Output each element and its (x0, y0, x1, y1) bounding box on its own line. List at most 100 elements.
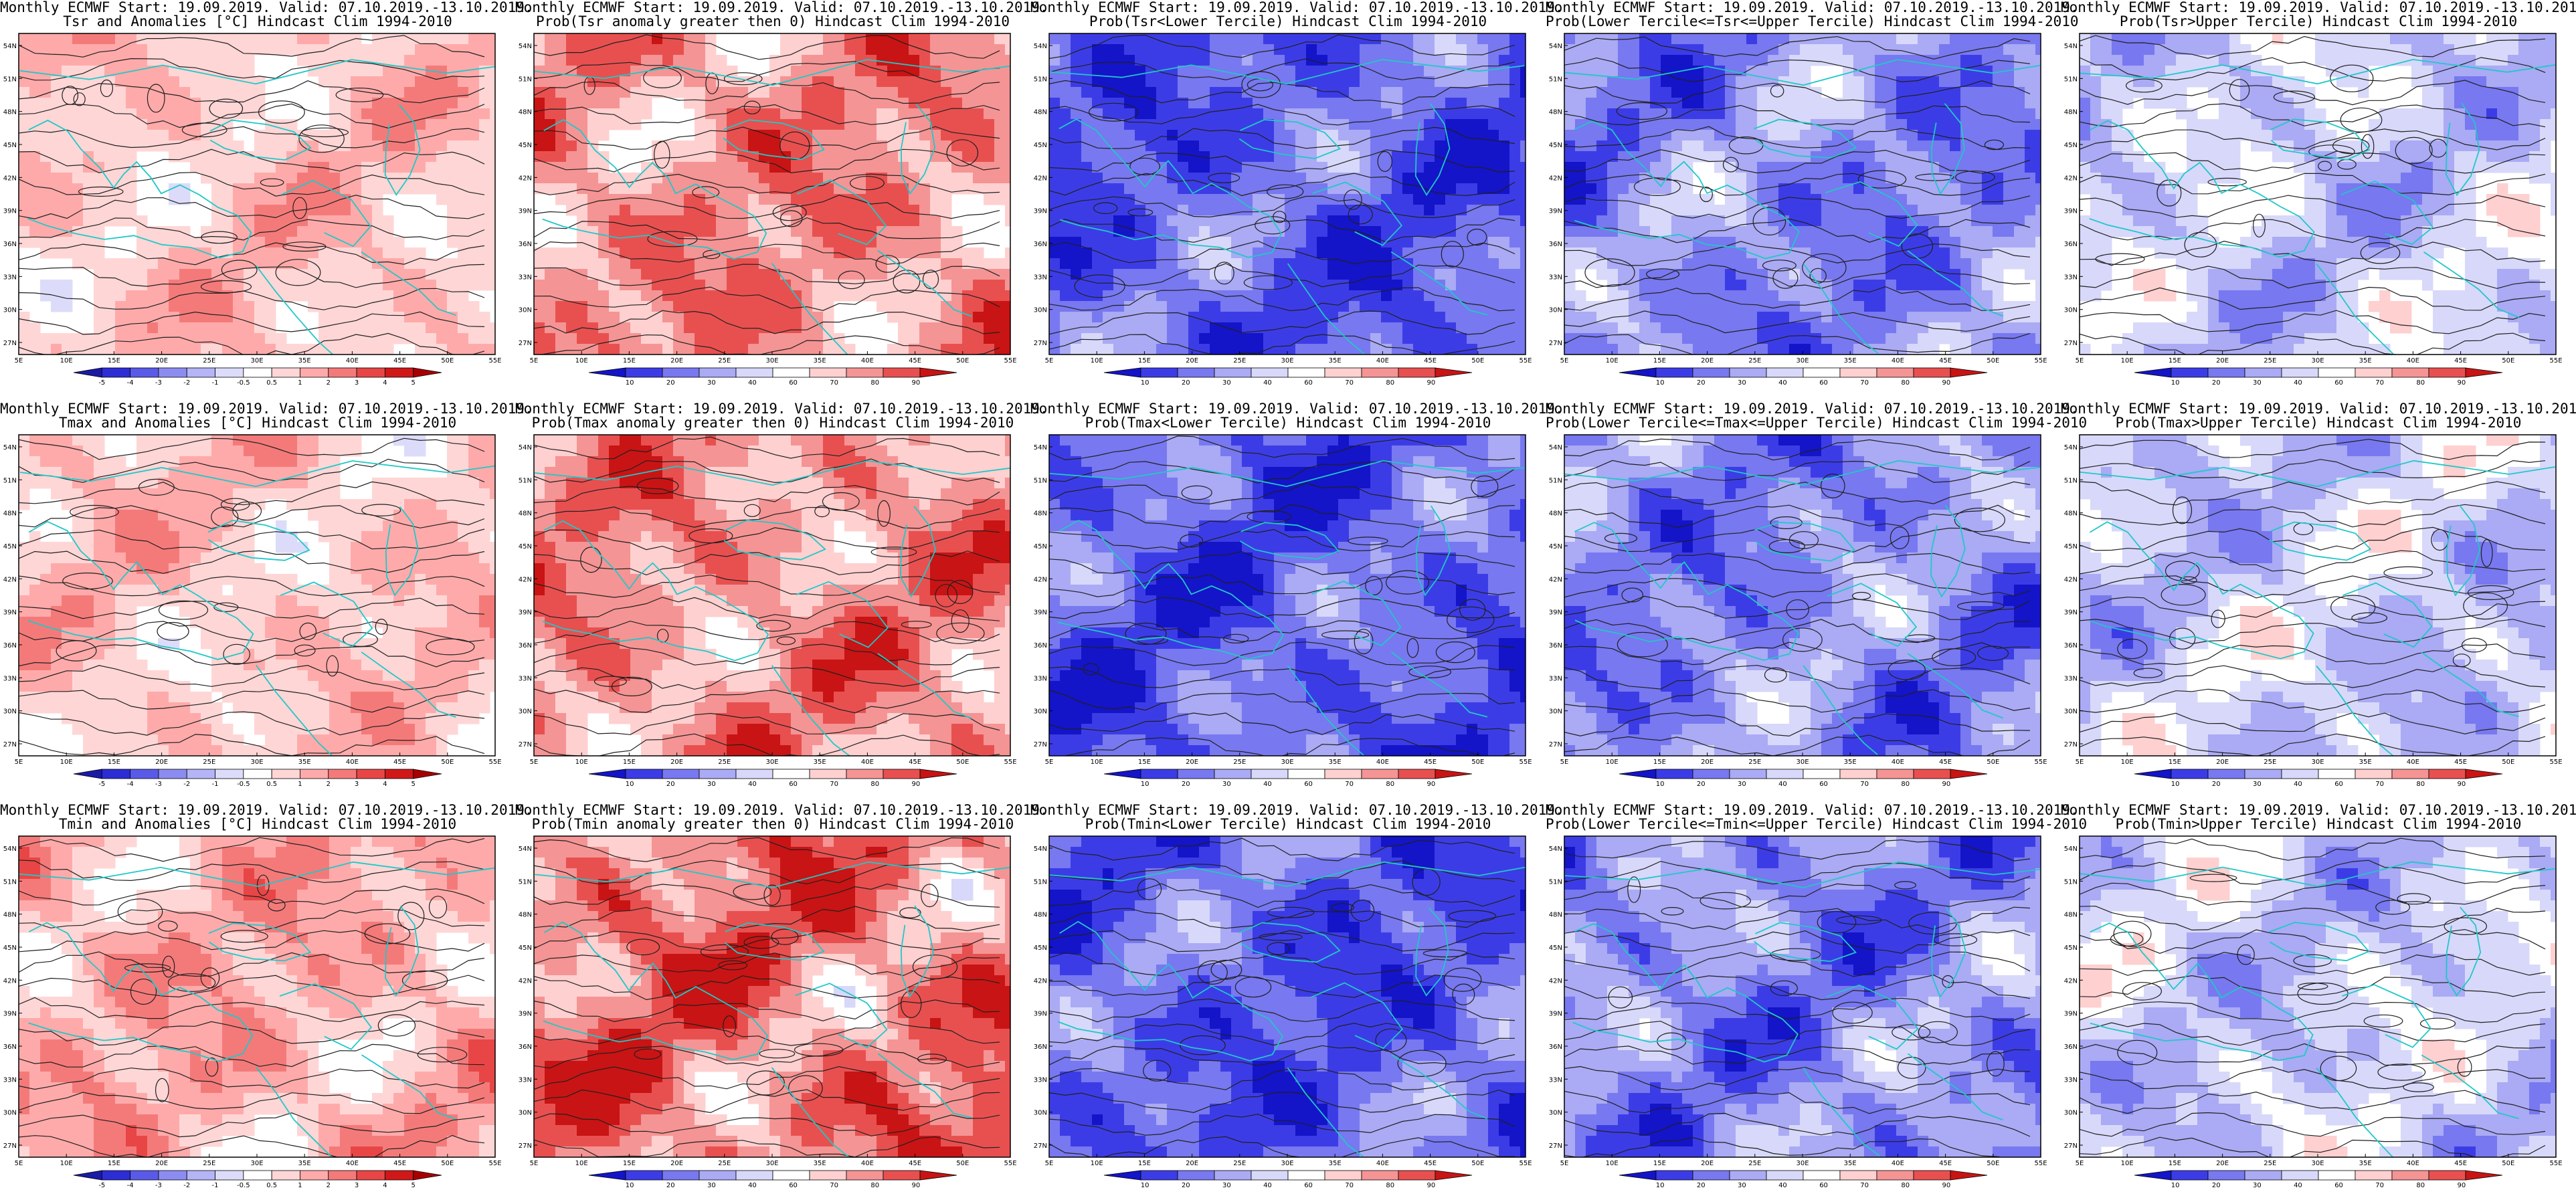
lon-label: 45E (1424, 759, 1437, 766)
coastlines (535, 460, 1010, 756)
lon-label: 5E (530, 759, 539, 766)
colorbar-tick-label: 3 (355, 379, 359, 387)
lon-label: 15E (2169, 1160, 2181, 1167)
colorbar-tick-label: -2 (183, 1182, 190, 1189)
colorbar-tick-label: 80 (1386, 1182, 1394, 1189)
lon-label: 30E (1796, 1160, 1809, 1167)
colorbar-tick-label: 60 (2334, 379, 2343, 387)
lat-label: 51N (3, 878, 17, 886)
contour-lines (1564, 36, 2031, 355)
lat-label: 42N (1034, 175, 1047, 182)
lon-label: 20E (670, 357, 683, 365)
lat-label: 54N (2064, 845, 2078, 853)
lat-label: 33N (519, 675, 532, 682)
lat-label: 54N (519, 43, 532, 50)
panel-title-line2: Prob(Tsr<Lower Tercile) Hindcast Clim 19… (1030, 14, 1546, 29)
lat-label: 36N (2064, 642, 2078, 649)
lon-label: 30E (1281, 1160, 1293, 1167)
colorbar-tick-label: 20 (1182, 379, 1190, 387)
lon-label: 30E (250, 1160, 263, 1167)
colorbar-tick-label: 90 (1942, 1182, 1951, 1189)
lon-label: 55E (2549, 1160, 2562, 1167)
panel-title-line2: Prob(Tsr anomaly greater then 0) Hindcas… (515, 14, 1030, 29)
colorbar-tick-label: -4 (127, 1182, 134, 1189)
lon-label: 10E (575, 1160, 588, 1167)
lon-label: 55E (2034, 759, 2047, 766)
colorbar-tick-label: 90 (2458, 379, 2466, 387)
colorbar-tick-label: 30 (707, 1182, 716, 1189)
lon-label: 35E (2359, 759, 2372, 766)
lat-label: 45N (2064, 944, 2078, 952)
map-panel-tsr-1: Monthly ECMWF Start: 19.09.2019. Valid: … (0, 0, 533, 401)
colorbar-tick-label: 30 (1222, 1182, 1231, 1189)
lat-label: 42N (1549, 175, 1562, 182)
colorbar-tick-label: 70 (830, 379, 838, 387)
lon-label: 25E (718, 759, 731, 766)
lon-label: 5E (1560, 1160, 1569, 1167)
colorbar-tick-label: 80 (1901, 379, 1910, 387)
coastlines (19, 460, 495, 756)
colorbar-tick-label: 60 (789, 1182, 798, 1189)
lon-label: 45E (1939, 1160, 1952, 1167)
shaded-field (534, 33, 1010, 355)
colorbar-tick-label: 2 (327, 379, 331, 387)
colorbar: -5 -4 -3 -2 -1 -0.5 0.5 1 2 3 4 5 (73, 1170, 442, 1189)
lat-label: 51N (2064, 477, 2078, 484)
colorbar-tick-label: 10 (2171, 1182, 2180, 1189)
lon-label: 5E (1560, 759, 1569, 766)
lat-label: 48N (519, 109, 532, 116)
colorbar-tick-label: 10 (626, 781, 634, 788)
colorbar-tick-label: 10 (626, 1182, 634, 1189)
lon-label: 25E (1748, 1160, 1761, 1167)
lat-label: 48N (2064, 510, 2078, 518)
shaded-field (1049, 435, 1526, 756)
lat-label: 30N (1549, 708, 1562, 716)
lat-label: 36N (1034, 241, 1047, 248)
lat-label: 42N (519, 175, 532, 182)
lat-label: 42N (3, 576, 17, 583)
panel-title-line1: Monthly ECMWF Start: 19.09.2019. Valid: … (1030, 0, 1564, 15)
lat-label: 27N (3, 340, 17, 347)
lat-label: 33N (1549, 675, 1562, 682)
colorbar-tick-label: 20 (1697, 379, 1706, 387)
lat-label: 39N (1034, 1011, 1047, 1018)
lat-label: 45N (1034, 543, 1047, 550)
lat-label: 30N (1034, 708, 1047, 716)
lat-label: 45N (519, 944, 532, 952)
colorbar-tick-label: 5 (411, 1182, 416, 1189)
lon-label: 45E (1939, 759, 1952, 766)
lat-label: 51N (1034, 76, 1047, 83)
lon-label: 5E (2076, 759, 2084, 766)
lat-label: 45N (1549, 944, 1562, 952)
lat-label: 36N (3, 1043, 17, 1051)
panel-title-line2: Prob(Lower Tercile<=Tsr<=Upper Tercile) … (1546, 14, 2079, 29)
lat-label: 51N (1034, 878, 1047, 886)
lon-label: 50E (956, 1160, 969, 1167)
colorbar-tick-label: 90 (1427, 379, 1436, 387)
colorbar-tick-label: -3 (155, 1182, 162, 1189)
lon-label: 10E (60, 759, 73, 766)
lon-label: 25E (203, 759, 215, 766)
colorbar-tick-label: 90 (912, 781, 921, 788)
lat-label: 54N (3, 43, 17, 50)
panel-title-line2: Tmax and Anomalies [°C] Hindcast Clim 19… (0, 415, 515, 431)
panel-title-line2: Tmin and Anomalies [°C] Hindcast Clim 19… (0, 817, 515, 832)
panel-title-line1: Monthly ECMWF Start: 19.09.2019. Valid: … (2061, 0, 2576, 15)
lat-label: 45N (3, 543, 17, 550)
lon-label: 45E (1939, 357, 1952, 365)
colorbar-tick-label: 90 (912, 379, 921, 387)
lon-label: 35E (814, 357, 826, 365)
lat-label: 33N (3, 1076, 17, 1084)
colorbar: 10 20 30 40 60 70 80 90 (2134, 367, 2503, 387)
colorbar-tick-label: -4 (127, 781, 134, 788)
contour-lines (534, 34, 1000, 355)
lon-label: 10E (575, 357, 588, 365)
lon-label: 55E (2034, 357, 2047, 365)
panel-title-line2: Prob(Tmax>Upper Tercile) Hindcast Clim 1… (2061, 415, 2576, 431)
colorbar-tick-label: 30 (2253, 1182, 2262, 1189)
contour-lines (1564, 438, 2031, 756)
map-panel-tmax-1: Monthly ECMWF Start: 19.09.2019. Valid: … (0, 401, 533, 803)
